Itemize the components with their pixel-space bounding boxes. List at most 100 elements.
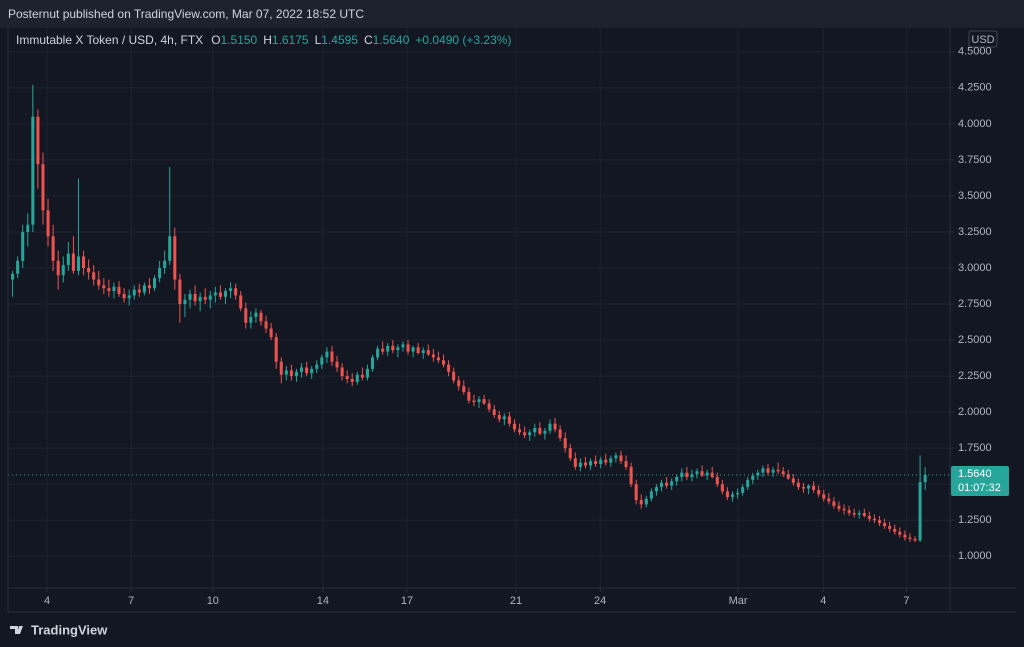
top-bar bbox=[0, 0, 1024, 28]
candle-body bbox=[903, 534, 907, 538]
candle-body bbox=[741, 487, 745, 493]
candle-body bbox=[736, 492, 740, 495]
candle-body bbox=[502, 416, 506, 420]
y-tick-label: 2.5000 bbox=[958, 334, 992, 346]
candle-body bbox=[183, 299, 187, 305]
candle-body bbox=[472, 400, 476, 403]
candle-body bbox=[624, 461, 628, 467]
candle-body bbox=[878, 520, 882, 524]
candle-body bbox=[563, 438, 567, 449]
candle-body bbox=[730, 494, 735, 498]
candle-body bbox=[487, 403, 491, 410]
candle-body bbox=[685, 472, 689, 478]
x-tick-label: 21 bbox=[510, 595, 522, 607]
candle-body bbox=[548, 423, 552, 431]
candle-body bbox=[132, 289, 136, 296]
legend-key: O bbox=[211, 33, 220, 47]
candle-body bbox=[594, 461, 598, 465]
candle-body bbox=[300, 367, 304, 372]
candle-body bbox=[457, 380, 461, 387]
candle-body bbox=[832, 501, 836, 506]
candle-body bbox=[431, 354, 435, 358]
candle-body bbox=[578, 462, 582, 467]
candle-body bbox=[305, 367, 309, 374]
candle-body bbox=[913, 538, 917, 541]
candle-body bbox=[583, 462, 587, 466]
candle-body bbox=[223, 291, 228, 297]
y-tick-label: 4.0000 bbox=[958, 118, 992, 130]
candle-body bbox=[416, 347, 420, 354]
candle-body bbox=[158, 268, 162, 279]
candle-body bbox=[274, 337, 278, 362]
candle-body bbox=[766, 468, 770, 473]
brand: TradingView bbox=[31, 622, 108, 637]
legend-key: L bbox=[315, 33, 322, 47]
candle-body bbox=[117, 286, 121, 294]
candle-body bbox=[543, 430, 547, 434]
candle-body bbox=[289, 370, 293, 377]
candle-body bbox=[163, 260, 167, 268]
candle-body bbox=[102, 285, 106, 289]
candle-body bbox=[659, 482, 664, 488]
x-tick-label: 7 bbox=[903, 595, 909, 607]
candle-body bbox=[112, 286, 116, 292]
y-tick-label: 3.7500 bbox=[958, 154, 992, 166]
x-tick-label: 4 bbox=[820, 595, 826, 607]
legend-key: C bbox=[364, 33, 373, 47]
candle-body bbox=[87, 268, 91, 273]
candle-body bbox=[208, 295, 212, 300]
candle-body bbox=[649, 491, 653, 499]
candle-body bbox=[11, 273, 15, 280]
candle-body bbox=[406, 344, 410, 352]
candle-body bbox=[234, 288, 238, 296]
candle-body bbox=[330, 351, 334, 362]
candle-body bbox=[142, 285, 146, 293]
currency-badge[interactable] bbox=[968, 30, 998, 48]
candle-body bbox=[31, 116, 35, 225]
candle-body bbox=[690, 474, 694, 478]
candle-body bbox=[872, 518, 876, 521]
candle-body bbox=[97, 279, 101, 286]
candle-body bbox=[715, 477, 719, 485]
candle-body bbox=[720, 484, 724, 492]
candle-body bbox=[512, 423, 517, 430]
candle-body bbox=[680, 472, 684, 478]
candle-body bbox=[376, 348, 380, 358]
candle-body bbox=[862, 513, 866, 516]
candle-body bbox=[756, 472, 760, 476]
candle-body bbox=[822, 494, 826, 499]
candle-body bbox=[229, 288, 233, 292]
candle-body bbox=[604, 459, 608, 463]
candle-body bbox=[82, 256, 86, 268]
candle-body bbox=[61, 265, 65, 276]
candle-body bbox=[619, 455, 623, 462]
last-price-label: 1.5640 bbox=[958, 468, 992, 480]
candle-body bbox=[188, 293, 192, 300]
candle-body bbox=[371, 357, 375, 369]
candle-body bbox=[441, 360, 446, 365]
candle-body bbox=[518, 429, 522, 433]
candle-body bbox=[665, 482, 669, 486]
candle-body bbox=[801, 487, 805, 489]
y-tick-label: 3.2500 bbox=[958, 226, 992, 238]
candle-body bbox=[279, 361, 283, 375]
x-tick-label: 4 bbox=[44, 595, 50, 607]
candle-body bbox=[269, 328, 273, 338]
candle-body bbox=[761, 468, 765, 473]
candle-body bbox=[421, 350, 425, 354]
candle-body bbox=[492, 409, 496, 416]
candle-body bbox=[239, 295, 243, 309]
y-tick-label: 2.7500 bbox=[958, 298, 992, 310]
candle-body bbox=[923, 474, 927, 483]
legend-value: 1.4595 bbox=[321, 33, 358, 47]
x-tick-label: 14 bbox=[317, 595, 329, 607]
candle-body bbox=[41, 164, 45, 211]
candle-body bbox=[533, 428, 537, 433]
candle-body bbox=[213, 292, 217, 296]
publisher-note: Posternut published on TradingView.com, … bbox=[8, 7, 364, 21]
candle-body bbox=[426, 350, 430, 355]
candle-body bbox=[340, 367, 344, 377]
candle-body bbox=[320, 357, 324, 365]
